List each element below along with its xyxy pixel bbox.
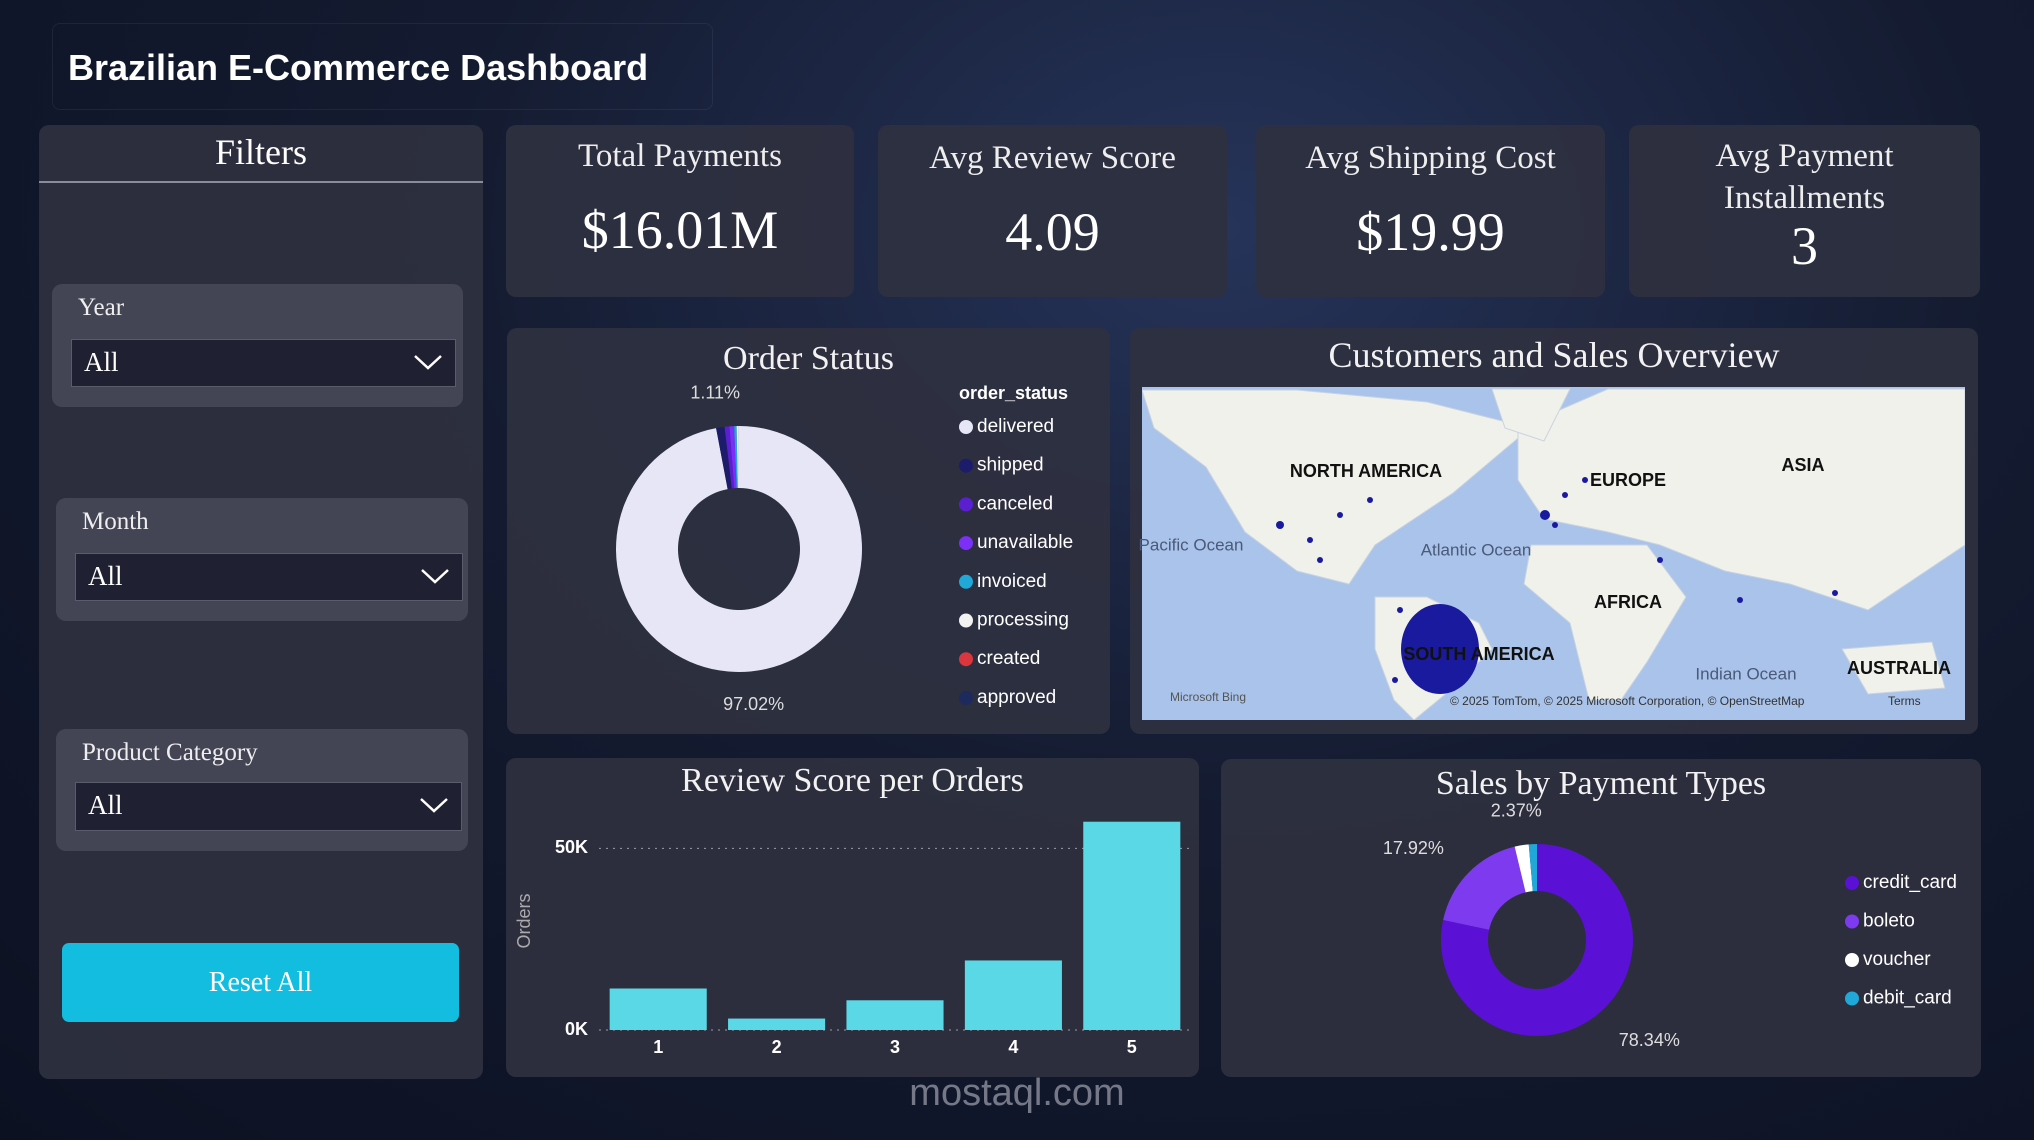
kpi-card: Avg Payment Installments 3 bbox=[1629, 125, 1980, 297]
filters-title: Filters bbox=[39, 131, 483, 183]
kpi-title: Avg Payment Installments bbox=[1715, 138, 1894, 216]
filter-label: Product Category bbox=[82, 739, 258, 766]
filter-value: All bbox=[84, 347, 119, 377]
dashboard-title: Brazilian E-Commerce Dashboard bbox=[52, 23, 713, 110]
kpi-card: Avg Shipping Cost $19.99 bbox=[1256, 125, 1605, 297]
kpi-card: Avg Review Score 4.09 bbox=[878, 125, 1227, 297]
kpi-title: Avg Review Score bbox=[929, 140, 1176, 176]
chart-title: Sales by Payment Types bbox=[1435, 765, 1767, 802]
watermark: mostaql.com bbox=[909, 1072, 1125, 1114]
map-title: Customers and Sales Overview bbox=[1328, 335, 1780, 375]
filter-dropdown[interactable]: All bbox=[75, 782, 462, 831]
filter-card: Product Category All bbox=[56, 729, 468, 851]
kpi-title: Total Payments bbox=[578, 138, 782, 174]
filter-value: All bbox=[88, 561, 123, 591]
kpi-card: Total Payments $16.01M bbox=[506, 125, 854, 297]
kpi-value: 4.09 bbox=[1005, 202, 1100, 262]
chart-title: Review Score per Orders bbox=[681, 762, 1024, 799]
chevron bbox=[421, 569, 449, 584]
chevron bbox=[420, 798, 448, 813]
reset-button[interactable]: Reset All bbox=[62, 943, 459, 1022]
kpi-value: 3 bbox=[1791, 216, 1818, 276]
filter-card: Year All bbox=[52, 284, 463, 407]
filter-label: Year bbox=[78, 294, 125, 321]
chart-panel: Review Score per Orders bbox=[506, 758, 1199, 1077]
chart-panel: Sales by Payment Types bbox=[1221, 759, 1981, 1077]
map-panel: Customers and Sales Overview bbox=[1130, 328, 1978, 734]
filter-value: All bbox=[88, 790, 123, 820]
kpi-title: Avg Shipping Cost bbox=[1305, 140, 1556, 176]
filter-dropdown[interactable]: All bbox=[71, 339, 456, 387]
kpi-value: $16.01M bbox=[581, 200, 779, 260]
chart-title: Order Status bbox=[723, 340, 894, 377]
kpi-value: $19.99 bbox=[1356, 202, 1505, 262]
filter-card: Month All bbox=[56, 498, 468, 621]
chart-panel: Order Status bbox=[507, 328, 1110, 734]
chevron bbox=[414, 355, 442, 370]
filter-dropdown[interactable]: All bbox=[75, 553, 463, 601]
filter-label: Month bbox=[82, 508, 149, 535]
